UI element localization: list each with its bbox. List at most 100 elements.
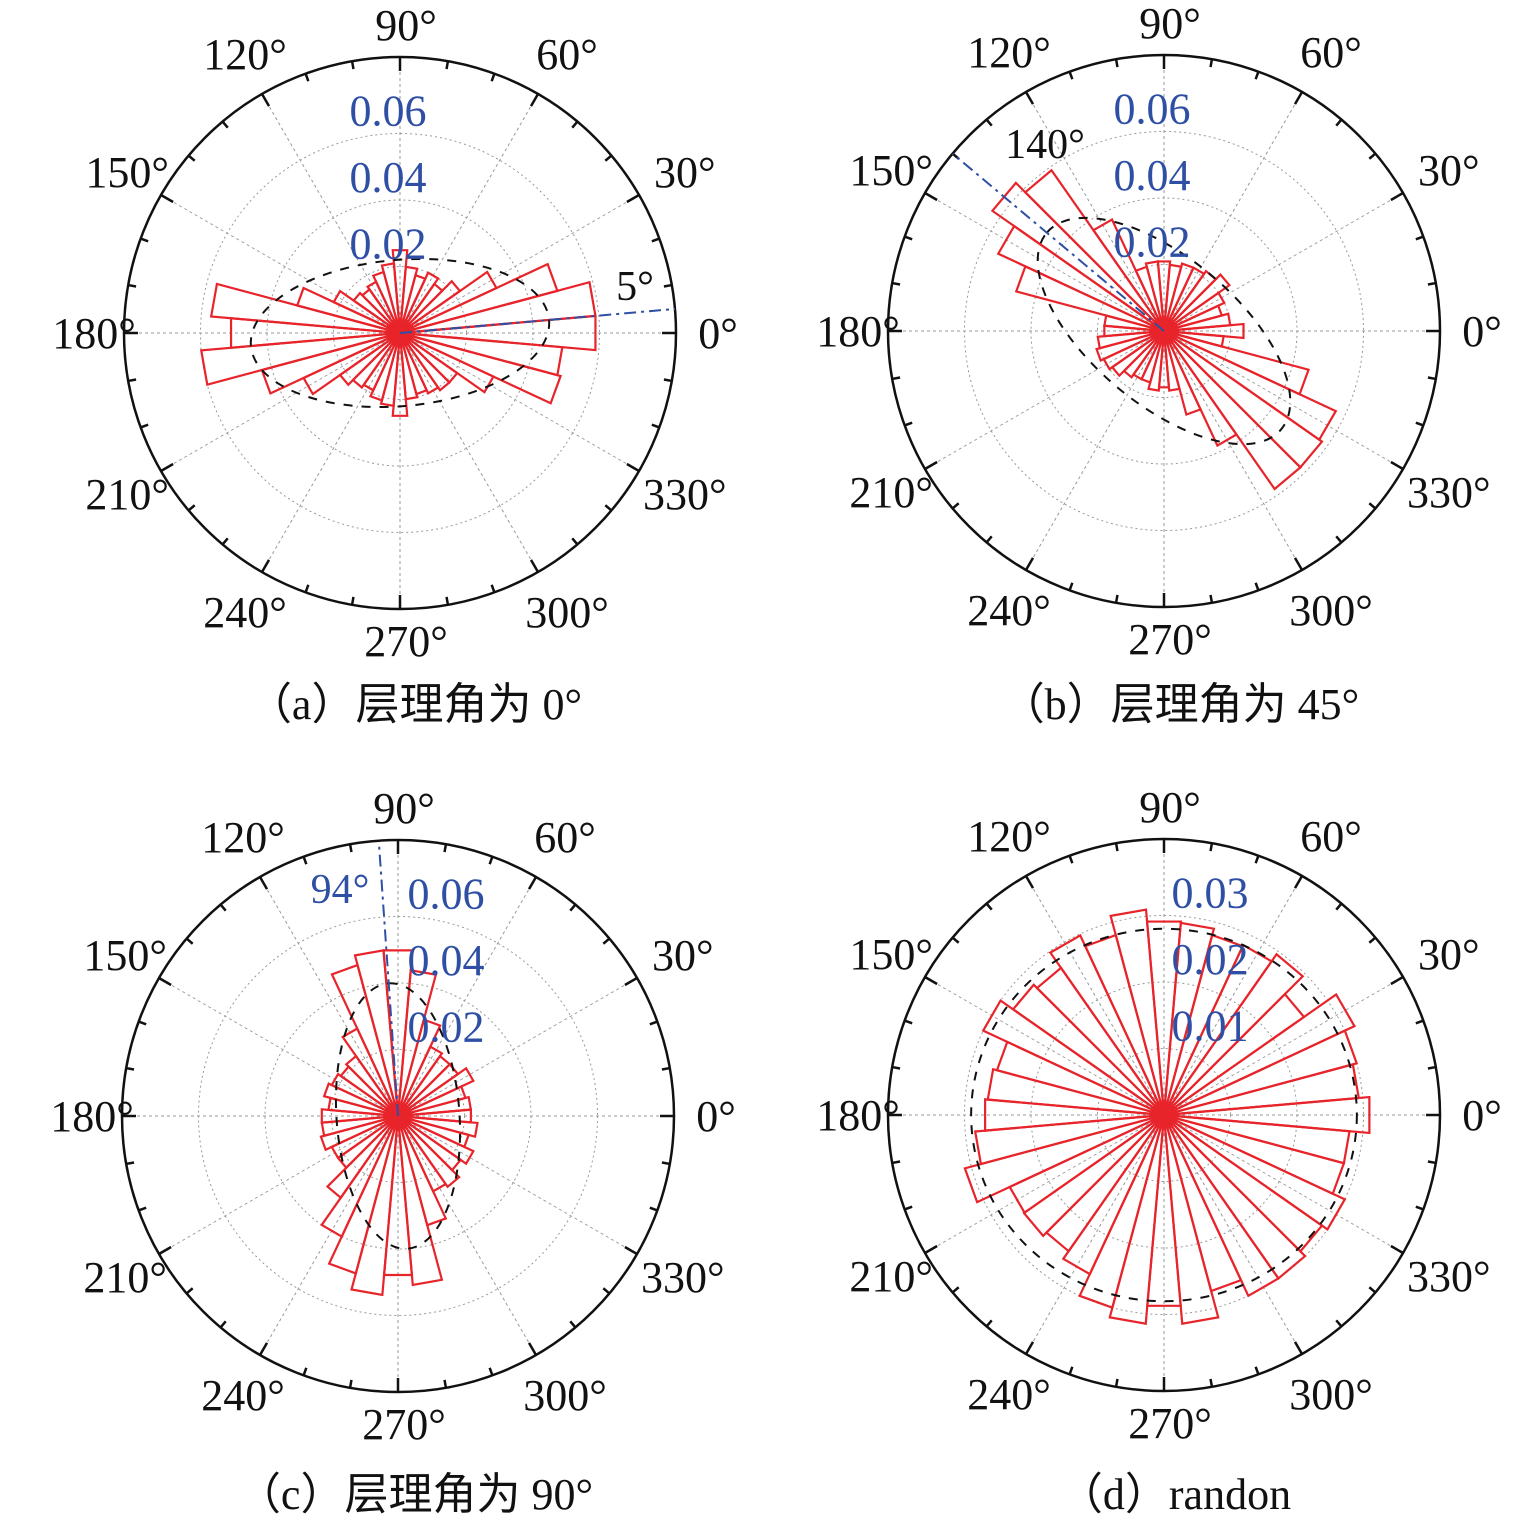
theta-tick <box>1068 855 1074 864</box>
grid-spoke <box>158 1115 399 1255</box>
theta-tick <box>1293 1341 1304 1355</box>
theta-tick <box>219 1320 227 1329</box>
dominant-direction-label: 140° <box>1005 122 1085 168</box>
grid-spoke <box>1025 91 1165 332</box>
grid-spoke <box>1163 192 1404 332</box>
theta-tick <box>1114 58 1119 68</box>
theta-tick <box>602 1287 611 1295</box>
theta-tick <box>350 596 355 606</box>
theta-tick <box>302 1367 308 1376</box>
panel-caption: （b）层理角为 45° <box>1001 680 1360 729</box>
theta-tick <box>924 1244 938 1255</box>
theta-tick <box>1209 58 1214 68</box>
theta-tick <box>1114 594 1119 604</box>
theta-tick <box>1114 1378 1119 1388</box>
theta-tick <box>527 1342 538 1356</box>
theta-tick <box>1293 875 1304 889</box>
theta-tick <box>951 502 960 510</box>
theta-tick-label: 240° <box>967 586 1051 635</box>
grid-spoke <box>397 1115 537 1356</box>
radial-tick-label: 0.06 <box>408 869 485 918</box>
grid-spoke <box>397 977 638 1117</box>
rose-bar <box>397 1114 479 1139</box>
rose-bar <box>399 331 564 377</box>
theta-tick-label: 330° <box>643 470 727 519</box>
theta-tick <box>187 504 196 512</box>
theta-tick <box>1390 975 1404 986</box>
theta-tick <box>651 237 660 243</box>
theta-tick <box>1390 191 1404 202</box>
grid-spoke <box>399 332 539 573</box>
theta-tick-label: 0° <box>1462 307 1502 356</box>
grid-spoke <box>259 876 399 1117</box>
theta-tick-label: 270° <box>1128 615 1212 664</box>
theta-tick-label: 120° <box>967 812 1051 861</box>
grid-spoke <box>1025 330 1165 571</box>
theta-tick <box>1415 1019 1424 1025</box>
theta-tick <box>571 537 579 546</box>
theta-tick-label: 30° <box>652 931 714 980</box>
theta-tick <box>626 462 640 473</box>
theta-tick <box>1024 875 1035 889</box>
center-hub <box>1155 1106 1173 1124</box>
grid-spoke <box>1163 1114 1404 1254</box>
theta-tick <box>1209 1378 1214 1388</box>
theta-tick <box>1068 71 1074 80</box>
polar-panel-d: 0° 30° 60° 90° 120° 150° 180° 210° 240° 270° 300° 3… <box>816 783 1502 1519</box>
grid-spoke <box>1025 1114 1165 1355</box>
theta-tick <box>221 120 229 129</box>
dominant-direction-label: 94° <box>311 867 370 913</box>
grid-spoke <box>1163 330 1404 470</box>
theta-tick <box>138 1020 147 1026</box>
theta-tick-label: 210° <box>849 1252 933 1301</box>
theta-tick-label: 90° <box>1139 783 1201 832</box>
theta-tick <box>304 73 310 82</box>
theta-tick-label: 270° <box>1128 1399 1212 1448</box>
rose-bar <box>1163 329 1225 348</box>
theta-tick-label: 0° <box>696 1092 736 1141</box>
polar-panel-c: 94° 0° 30° 60° 90° 120° 150° 180° 210° 240° 270° 30… <box>50 784 736 1519</box>
theta-tick <box>1368 1286 1377 1294</box>
theta-tick <box>985 118 993 127</box>
theta-tick <box>1254 71 1260 80</box>
theta-tick <box>1415 421 1424 427</box>
grid-spoke <box>261 332 401 573</box>
theta-tick <box>348 1379 353 1389</box>
theta-tick-label: 330° <box>1407 468 1491 517</box>
grid-spoke <box>1163 330 1303 571</box>
radial-tick-label: 0.04 <box>1114 151 1191 200</box>
theta-tick <box>569 903 577 912</box>
grid-spoke <box>399 332 640 472</box>
theta-tick <box>1209 842 1214 852</box>
dominant-direction-line <box>951 152 1165 332</box>
theta-tick-label: 90° <box>1139 0 1201 48</box>
theta-tick-label: 60° <box>534 813 596 862</box>
panel-caption: （c）层理角为 90° <box>237 1470 593 1519</box>
theta-tick-label: 210° <box>85 470 169 519</box>
theta-tick <box>125 1066 135 1071</box>
grid-spoke <box>160 194 401 334</box>
theta-tick <box>260 93 271 107</box>
grid-spoke <box>1025 875 1165 1116</box>
grid-spoke <box>397 876 537 1117</box>
theta-tick <box>185 937 194 945</box>
radial-tick-label: 0.06 <box>350 86 427 135</box>
theta-tick <box>985 1319 993 1328</box>
theta-tick <box>649 1206 658 1212</box>
theta-tick-label: 180° <box>816 1091 900 1140</box>
theta-tick <box>302 856 308 865</box>
theta-tick-label: 120° <box>201 813 285 862</box>
theta-tick <box>1254 1366 1260 1375</box>
theta-tick-label: 0° <box>1462 1091 1502 1140</box>
theta-tick <box>1335 118 1343 127</box>
theta-tick <box>626 193 640 204</box>
theta-tick <box>527 876 538 890</box>
panel-caption: （a）层理角为 0° <box>248 680 582 729</box>
theta-tick <box>891 1160 901 1165</box>
theta-tick-label: 150° <box>849 146 933 195</box>
theta-tick <box>1024 1341 1035 1355</box>
theta-tick <box>663 283 673 288</box>
theta-tick <box>260 559 271 573</box>
theta-tick <box>571 120 579 129</box>
rose-bar <box>1163 1113 1351 1165</box>
